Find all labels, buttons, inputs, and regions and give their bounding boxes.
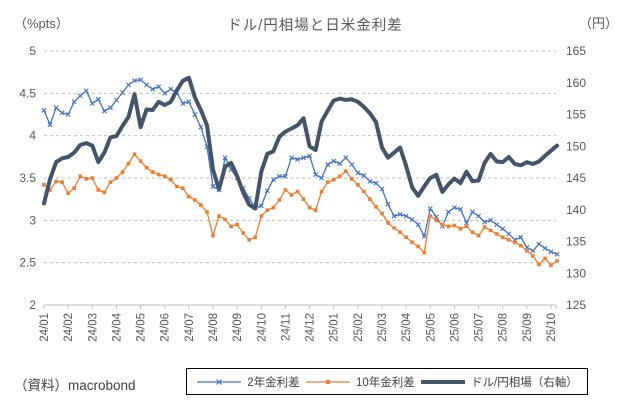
svg-text:3: 3 [29, 213, 36, 227]
svg-text:165: 165 [566, 44, 586, 58]
svg-text:24/02: 24/02 [63, 313, 75, 342]
svg-text:150: 150 [566, 139, 586, 153]
svg-text:140: 140 [566, 203, 586, 217]
svg-text:24/11: 24/11 [280, 313, 292, 341]
svg-text:24/07: 24/07 [184, 313, 196, 342]
legend-label-2y-spread: 2年金利差 [247, 376, 300, 389]
svg-text:2: 2 [29, 298, 36, 312]
source-note: （資料）macrobond [14, 378, 136, 393]
svg-text:24/03: 24/03 [87, 313, 99, 342]
svg-text:25/09: 25/09 [522, 313, 534, 342]
legend-sample-10y [305, 379, 350, 384]
plot-svg: 24/01 24/02 24/03 24/04 24/05 24/06 24/07 24/08… [19, 44, 586, 342]
svg-text:125: 125 [566, 298, 586, 312]
svg-text:25/06: 25/06 [449, 313, 461, 342]
svg-text:5: 5 [29, 44, 36, 58]
right-axis-unit: （円） [578, 16, 618, 31]
svg-text:24/05: 24/05 [136, 313, 148, 342]
svg-text:24/04: 24/04 [111, 312, 123, 341]
svg-text:145: 145 [566, 171, 586, 185]
legend-label-10y-spread: 10年金利差 [355, 376, 415, 389]
svg-text:24/01: 24/01 [39, 313, 51, 342]
legend-sample-usdjpy [421, 379, 465, 384]
svg-text:25/05: 25/05 [425, 313, 437, 342]
legend-item-10y-spread: 10年金利差 [305, 374, 415, 390]
legend-item-usdjpy: ドル/円相場（右軸） [420, 374, 578, 390]
svg-text:4: 4 [29, 129, 36, 143]
svg-text:25/04: 25/04 [401, 312, 413, 341]
svg-text:155: 155 [566, 108, 586, 122]
svg-text:135: 135 [566, 235, 586, 249]
svg-text:160: 160 [566, 76, 586, 90]
svg-text:25/02: 25/02 [353, 313, 365, 342]
left-axis-unit: （%pts） [14, 16, 69, 31]
svg-text:25/07: 25/07 [474, 313, 486, 342]
svg-text:130: 130 [566, 266, 586, 280]
svg-text:24/09: 24/09 [232, 313, 244, 342]
chart-title: ドル/円相場と日米金利差 [227, 18, 403, 34]
svg-text:2.5: 2.5 [19, 256, 36, 270]
legend-label-usdjpy: ドル/円相場（右軸） [471, 376, 578, 389]
svg-text:4.5: 4.5 [19, 86, 36, 100]
svg-text:24/10: 24/10 [256, 313, 268, 342]
svg-text:25/01: 25/01 [329, 313, 341, 342]
svg-text:24/06: 24/06 [160, 313, 172, 342]
svg-text:24/08: 24/08 [208, 313, 220, 342]
svg-text:24/12: 24/12 [305, 313, 317, 342]
legend-sample-2y [197, 378, 242, 385]
svg-text:3.5: 3.5 [19, 171, 36, 185]
svg-text:25/10: 25/10 [546, 313, 558, 342]
svg-text:25/08: 25/08 [498, 313, 510, 342]
legend: 2年金利差 10年金利差 ドル/円相場（右軸） [186, 368, 588, 395]
svg-text:25/03: 25/03 [377, 313, 389, 342]
legend-item-2y-spread: 2年金利差 [196, 374, 300, 390]
